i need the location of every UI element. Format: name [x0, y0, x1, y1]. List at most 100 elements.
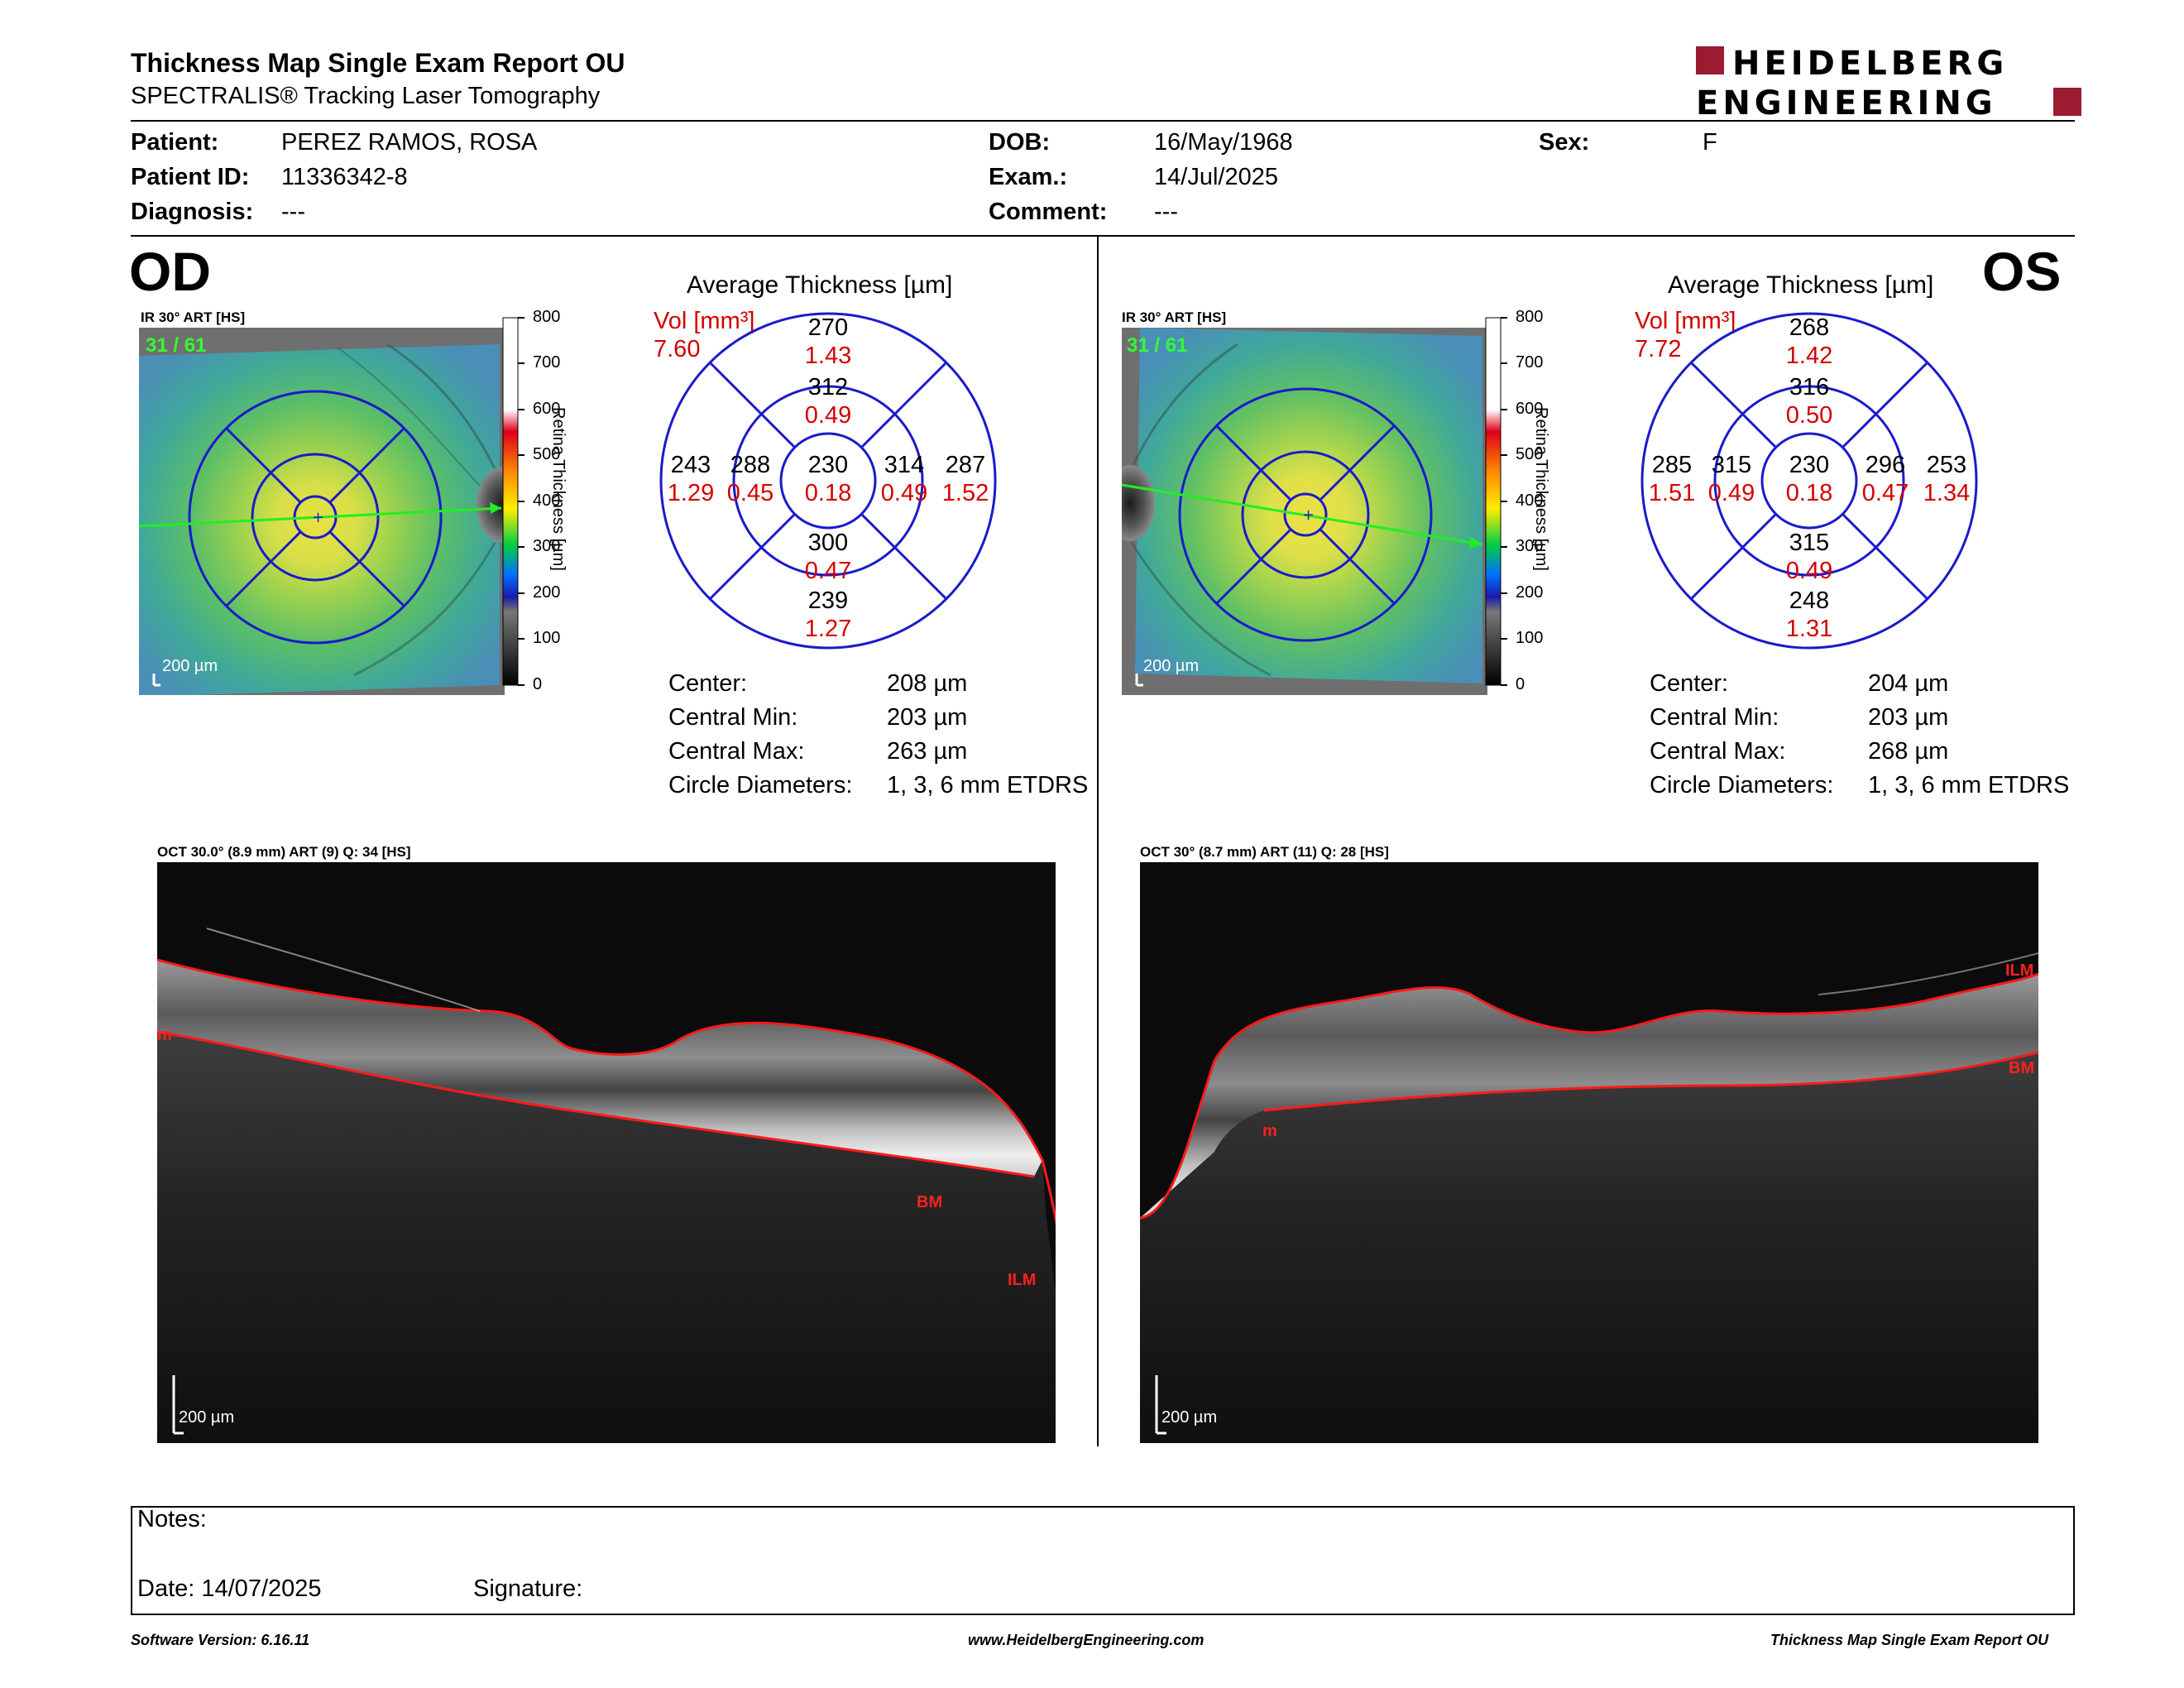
sex-label: Sex: [1539, 129, 1590, 156]
os-inner-sup-thickness: 316 [1789, 374, 1830, 400]
os-map-scale: 200 µm [1143, 657, 1200, 675]
os-cb-tick-500: 500 [1516, 445, 1544, 463]
exam-value: 14/Jul/2025 [1154, 164, 1278, 190]
diagnosis-value: --- [281, 199, 305, 225]
os-cb-tick-800: 800 [1516, 308, 1544, 326]
os-inner-sup-volume: 0.50 [1785, 402, 1833, 429]
patient-id-value: 11336342-8 [281, 164, 408, 190]
od-cb-tick-700: 700 [533, 353, 561, 372]
od-thickness-map: + [139, 328, 505, 695]
od-inner-inf-thickness: 300 [807, 530, 849, 556]
signature-label: Signature: [473, 1575, 583, 1602]
od-center-label: Center: [668, 670, 748, 697]
od-outer-sup-thickness: 270 [807, 314, 849, 341]
od-outer-left-volume: 1.29 [667, 480, 715, 506]
os-etdrs-grid [1640, 312, 1978, 650]
os-oct-ilm-tag: ILM [2005, 961, 2034, 980]
od-inner-sup-volume: 0.49 [804, 402, 852, 429]
od-oct-scale: 200 µm [179, 1408, 235, 1427]
sex-value: F [1703, 129, 1717, 156]
website-link[interactable]: www.HeidelbergEngineering.com [968, 1632, 1205, 1648]
od-central-max-label: Central Max: [668, 738, 805, 765]
os-oct-bscan [1140, 862, 2038, 1443]
patient-id-label: Patient ID: [131, 164, 250, 190]
os-cb-tick-400: 400 [1516, 492, 1544, 510]
os-inner-right-volume: 0.47 [1861, 480, 1909, 506]
patient-name: PEREZ RAMOS, ROSA [281, 129, 538, 156]
od-frame-counter: 31 / 61 [146, 334, 207, 357]
os-inner-left-volume: 0.49 [1707, 480, 1755, 506]
od-eye-label: OD [129, 241, 211, 302]
comment-label: Comment: [989, 199, 1108, 225]
os-central-max-label: Central Max: [1650, 738, 1786, 765]
comment-value: --- [1154, 199, 1178, 225]
od-avg-title: Average Thickness [µm] [687, 271, 953, 299]
os-eye-label: OS [1982, 241, 2062, 302]
od-colorbar-label: Retina Thickness [µm] [549, 407, 568, 571]
os-oct-label: OCT 30° (8.7 mm) ART (11) Q: 28 [HS] [1140, 844, 1389, 860]
od-cb-tick-800: 800 [533, 308, 561, 326]
report-title: Thickness Map Single Exam Report OU [131, 48, 625, 78]
od-center-thickness: 230 [807, 452, 849, 478]
od-circle-diameters-label: Circle Diameters: [668, 772, 853, 798]
od-inner-left-thickness: 288 [730, 452, 771, 478]
od-inner-right-volume: 0.49 [880, 480, 928, 506]
os-outer-inf-volume: 1.31 [1785, 616, 1833, 642]
od-inner-sup-thickness: 312 [807, 374, 849, 400]
od-cb-tick-0: 0 [533, 675, 543, 693]
os-vol-label: Vol [mm³] [1635, 308, 1736, 334]
os-outer-right-thickness: 253 [1926, 452, 1967, 478]
os-thickness-map: + [1122, 328, 1487, 695]
od-cb-tick-500: 500 [533, 445, 561, 463]
od-inner-right-thickness: 314 [884, 452, 925, 478]
software-version: Software Version: 6.16.11 [131, 1632, 310, 1648]
os-central-min-value: 203 µm [1868, 704, 1949, 731]
svg-text:HEIDELBERG: HEIDELBERG [1732, 45, 2008, 83]
os-circle-diameters-value: 1, 3, 6 mm ETDRS [1868, 772, 2070, 798]
od-cb-tick-600: 600 [533, 400, 561, 418]
od-center-volume: 0.18 [804, 480, 852, 506]
eye-divider [1097, 237, 1099, 1446]
os-outer-inf-thickness: 248 [1789, 587, 1830, 614]
od-colorbar [502, 317, 524, 686]
notes-box[interactable] [131, 1506, 2075, 1615]
od-outer-left-thickness: 243 [670, 452, 711, 478]
exam-label: Exam.: [989, 164, 1068, 190]
patient-divider [131, 235, 2075, 237]
os-cb-tick-600: 600 [1516, 400, 1544, 418]
od-central-min-value: 203 µm [887, 704, 968, 731]
od-inner-inf-volume: 0.47 [804, 558, 852, 584]
od-oct-ilm-tag: ILM [1008, 1271, 1037, 1289]
od-map-scale: 200 µm [162, 657, 218, 675]
dob-label: DOB: [989, 129, 1051, 156]
od-inner-left-volume: 0.45 [726, 480, 774, 506]
os-ir-label: IR 30° ART [HS] [1122, 309, 1227, 325]
os-inner-inf-volume: 0.49 [1785, 558, 1833, 584]
os-center-thickness: 230 [1789, 452, 1830, 478]
od-oct-bscan [157, 862, 1056, 1443]
od-central-max-value: 263 µm [887, 738, 968, 765]
od-outer-right-thickness: 287 [945, 452, 986, 478]
od-vol-label: Vol [mm³] [654, 308, 755, 334]
od-oct-bm-tag: BM [917, 1193, 943, 1211]
os-cb-tick-300: 300 [1516, 537, 1544, 555]
os-outer-sup-volume: 1.42 [1785, 343, 1833, 369]
os-central-min-label: Central Min: [1650, 704, 1779, 731]
od-cb-tick-200: 200 [533, 583, 561, 602]
os-oct-bm-tag: BM [2009, 1059, 2035, 1077]
od-cb-tick-400: 400 [533, 492, 561, 510]
os-inner-inf-thickness: 315 [1789, 530, 1830, 556]
os-outer-sup-thickness: 268 [1789, 314, 1830, 341]
os-frame-counter: 31 / 61 [1127, 334, 1188, 357]
notes-label: Notes: [137, 1506, 207, 1532]
date-field: Date: 14/07/2025 [137, 1575, 322, 1602]
os-avg-title: Average Thickness [µm] [1668, 271, 1934, 299]
os-outer-left-thickness: 285 [1651, 452, 1693, 478]
os-outer-left-volume: 1.51 [1648, 480, 1696, 506]
report-subtitle: SPECTRALIS® Tracking Laser Tomography [131, 83, 601, 109]
dob-value: 16/May/1968 [1154, 129, 1293, 156]
footer-report-name: Thickness Map Single Exam Report OU [1770, 1632, 2049, 1648]
od-etdrs-grid [659, 312, 997, 650]
od-center-value: 208 µm [887, 670, 968, 697]
od-oct-m-tag: m [157, 1026, 172, 1044]
